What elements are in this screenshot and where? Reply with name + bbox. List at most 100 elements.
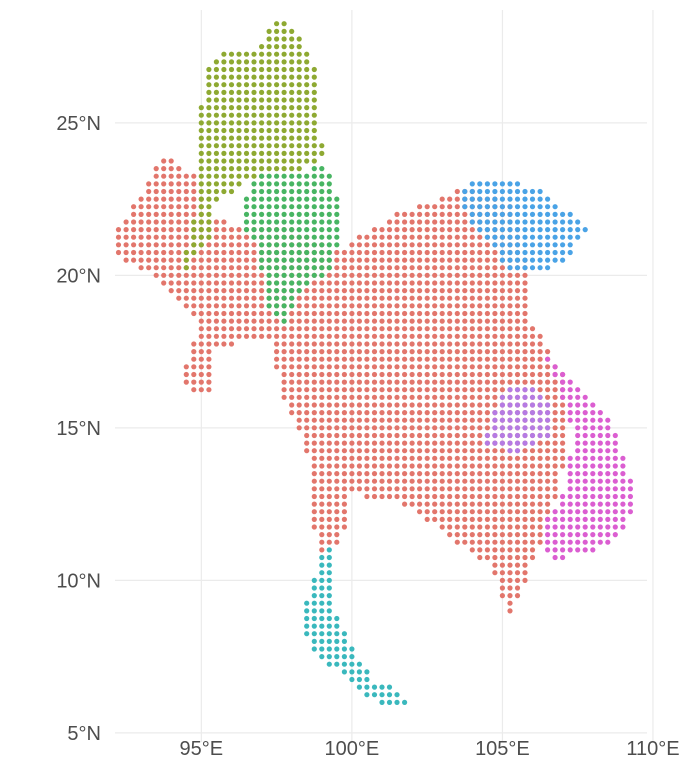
map-dot	[417, 341, 423, 347]
map-dot	[296, 379, 302, 385]
map-dot	[417, 402, 423, 408]
map-dot	[394, 379, 400, 385]
dot-group-red	[115, 158, 566, 614]
map-dot	[311, 608, 317, 614]
map-dot	[409, 272, 415, 278]
map-dot	[206, 188, 212, 195]
map-dot	[191, 288, 197, 294]
map-dot	[552, 532, 558, 538]
map-dot	[311, 204, 317, 210]
map-dot	[198, 173, 204, 179]
map-dot	[567, 379, 573, 385]
map-dot	[529, 257, 536, 263]
map-dot	[311, 417, 317, 423]
map-dot	[251, 242, 257, 248]
map-dot	[492, 478, 498, 484]
map-dot	[507, 272, 513, 278]
map-dot	[206, 105, 212, 111]
map-dot	[183, 249, 189, 256]
map-dot	[266, 89, 272, 95]
map-dot	[432, 234, 438, 240]
map-dot	[447, 333, 453, 339]
map-dot	[334, 524, 340, 530]
map-dot	[198, 196, 204, 202]
map-dot	[424, 394, 430, 400]
map-dot	[371, 455, 378, 461]
map-dot	[560, 379, 566, 385]
map-dot	[206, 310, 212, 317]
map-dot	[213, 249, 219, 256]
map-dot	[326, 516, 332, 523]
map-dot	[191, 234, 197, 240]
map-dot	[319, 280, 325, 286]
map-dot	[243, 135, 250, 141]
map-dot	[146, 234, 152, 240]
map-dot	[146, 242, 152, 248]
map-dot	[371, 387, 378, 393]
map-dot	[251, 295, 257, 301]
map-dot	[221, 310, 227, 317]
map-dot	[319, 577, 325, 584]
map-dot	[575, 463, 581, 469]
map-dot	[477, 532, 483, 538]
map-dot	[364, 356, 370, 362]
map-dot	[281, 82, 287, 88]
map-dot	[492, 524, 498, 530]
map-dot	[394, 272, 400, 278]
map-dot	[334, 234, 340, 240]
map-dot	[198, 127, 204, 134]
map-dot	[326, 623, 332, 629]
map-dot	[477, 242, 483, 248]
map-dot	[432, 280, 438, 286]
map-dot	[484, 227, 490, 233]
map-dot	[236, 120, 242, 126]
map-dot	[484, 318, 490, 324]
map-dot	[304, 181, 310, 187]
map-dot	[334, 615, 340, 622]
map-dot	[243, 310, 250, 317]
map-dot	[454, 516, 460, 523]
map-dot	[394, 455, 400, 461]
map-dot	[447, 455, 453, 461]
map-dot	[281, 51, 287, 57]
map-dot	[326, 356, 332, 362]
map-dot	[341, 364, 347, 370]
map-dot	[394, 219, 400, 225]
map-dot	[492, 219, 498, 225]
map-dot	[439, 402, 445, 408]
map-dot	[484, 478, 490, 484]
map-dot	[612, 463, 618, 469]
map-dot	[131, 219, 137, 225]
map-dot	[349, 646, 355, 652]
map-dot	[394, 333, 400, 339]
map-dot	[198, 288, 204, 294]
map-dot	[492, 509, 498, 515]
map-dot	[394, 486, 400, 492]
map-dot	[514, 478, 521, 484]
map-dot	[304, 288, 310, 294]
map-dot	[304, 402, 310, 408]
map-dot	[545, 371, 551, 378]
map-dot	[356, 333, 362, 339]
map-dot	[605, 425, 611, 431]
map-dot	[243, 112, 250, 118]
map-dot	[319, 234, 325, 240]
map-dot	[259, 44, 265, 50]
map-dot	[296, 341, 302, 347]
map-dot	[206, 66, 212, 73]
map-dot	[289, 143, 295, 149]
map-dot	[326, 455, 332, 461]
map-dot	[176, 234, 182, 240]
map-dot	[492, 371, 498, 378]
map-dot	[364, 341, 370, 347]
map-dot	[341, 295, 347, 301]
map-dot	[168, 265, 174, 271]
map-dot	[311, 112, 317, 118]
map-dot	[402, 501, 408, 507]
map-dot	[274, 51, 280, 57]
map-dot	[319, 326, 325, 332]
map-dot	[507, 493, 513, 500]
map-dot	[183, 204, 189, 210]
map-dot	[507, 326, 513, 332]
map-dot	[514, 196, 521, 202]
